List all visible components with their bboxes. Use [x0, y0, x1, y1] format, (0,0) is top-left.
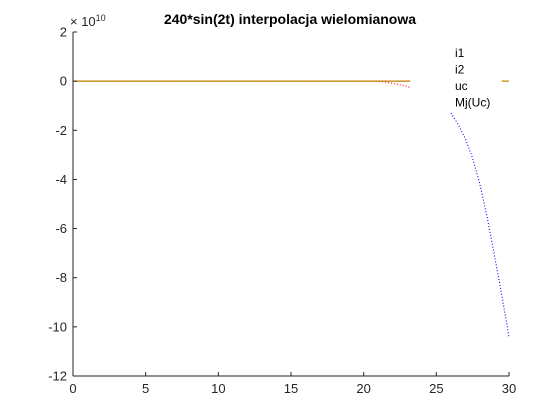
y-tick-label: 0	[60, 74, 67, 89]
x-tick-label: 25	[429, 381, 443, 396]
x-tick-label: 20	[356, 381, 370, 396]
series-layer	[73, 80, 510, 337]
chart-title: 240*sin(2t) interpolacja wielomianowa	[164, 11, 416, 27]
y-tick-label: -6	[55, 221, 67, 236]
y-tick-label: -10	[48, 319, 67, 334]
y-multiplier-exponent: 10	[96, 13, 106, 23]
y-tick-label: -8	[55, 270, 67, 285]
series-line-2	[450, 112, 510, 337]
y-tick-label: -4	[55, 172, 67, 187]
y-multiplier-base: × 10	[70, 14, 96, 29]
legend-label: i2	[455, 63, 465, 77]
axes-background	[73, 32, 509, 376]
axis-layer: 0 5 10 15 20 25 30 -12 -10 -8 -6 -4 -2 0 2	[48, 25, 516, 397]
x-tick-label: 30	[502, 381, 516, 396]
y-tick-label: -12	[48, 369, 67, 384]
x-tick-label: 5	[142, 381, 149, 396]
x-tick-label: 0	[69, 381, 76, 396]
x-tick-label: 10	[211, 381, 225, 396]
legend-label: i1	[455, 46, 465, 60]
y-tick-label: -2	[55, 123, 67, 138]
y-multiplier: × 1010	[70, 13, 106, 29]
legend-label: uc	[455, 79, 468, 93]
y-tick-label: 2	[60, 25, 67, 40]
legend: i1 i2 uc Mj(Uc)	[455, 46, 490, 110]
legend-label: Mj(Uc)	[455, 96, 490, 110]
x-tick-label: 15	[284, 381, 298, 396]
